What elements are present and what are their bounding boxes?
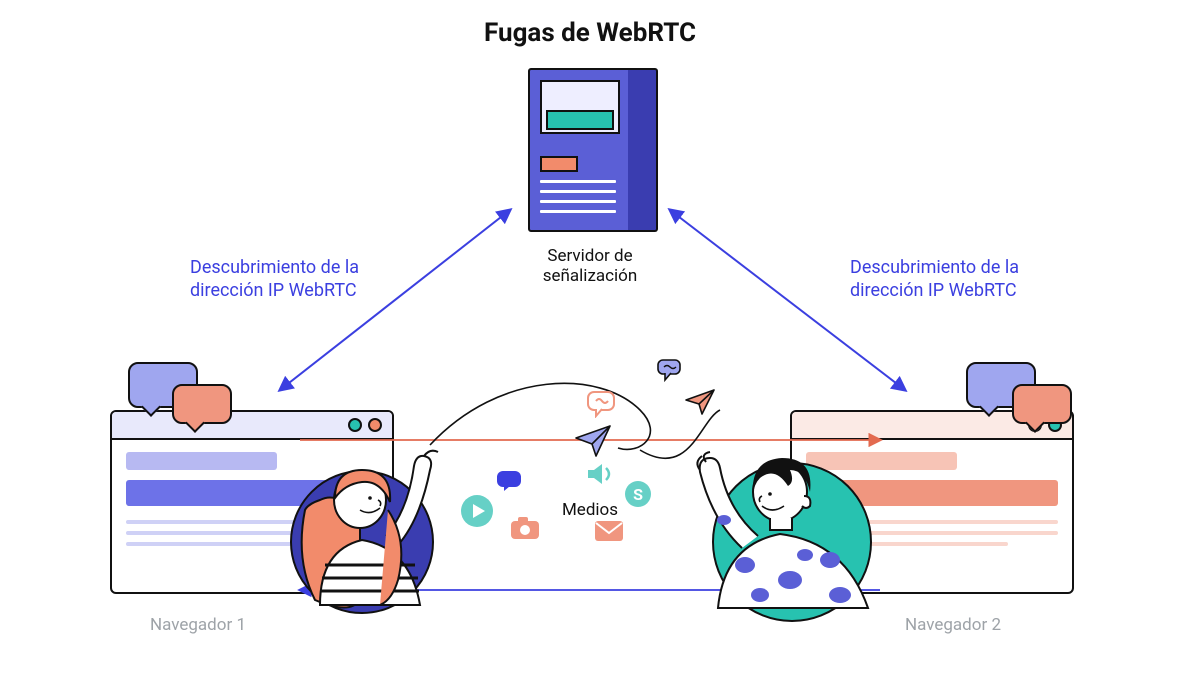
browser-1-label: Navegador 1 [150, 615, 246, 635]
person-right-bg [712, 462, 872, 622]
tiny-bubble [656, 358, 684, 382]
skype-icon: S [624, 480, 652, 508]
media-label: Medios [555, 500, 625, 520]
server-node [528, 68, 658, 228]
discovery-left-label: Descubrimiento de la dirección IP WebRTC [190, 256, 410, 303]
plane1-icon [574, 424, 612, 458]
discovery-right-label: Descubrimiento de la dirección IP WebRTC [850, 256, 1070, 303]
svg-text:S: S [633, 485, 643, 504]
person-left-bg [290, 470, 434, 614]
browser-2-label: Navegador 2 [905, 615, 1001, 635]
server-label: Servidor de señalización [500, 246, 680, 286]
camera-icon [510, 516, 540, 540]
plane2-icon [684, 388, 716, 416]
scribble-bubble [586, 390, 618, 418]
page-title: Fugas de WebRTC [0, 18, 1180, 48]
mail-icon [594, 520, 624, 542]
chat-icon [496, 470, 522, 492]
swoosh2 [640, 410, 720, 458]
play-icon [460, 494, 494, 528]
sound-icon [586, 462, 614, 486]
